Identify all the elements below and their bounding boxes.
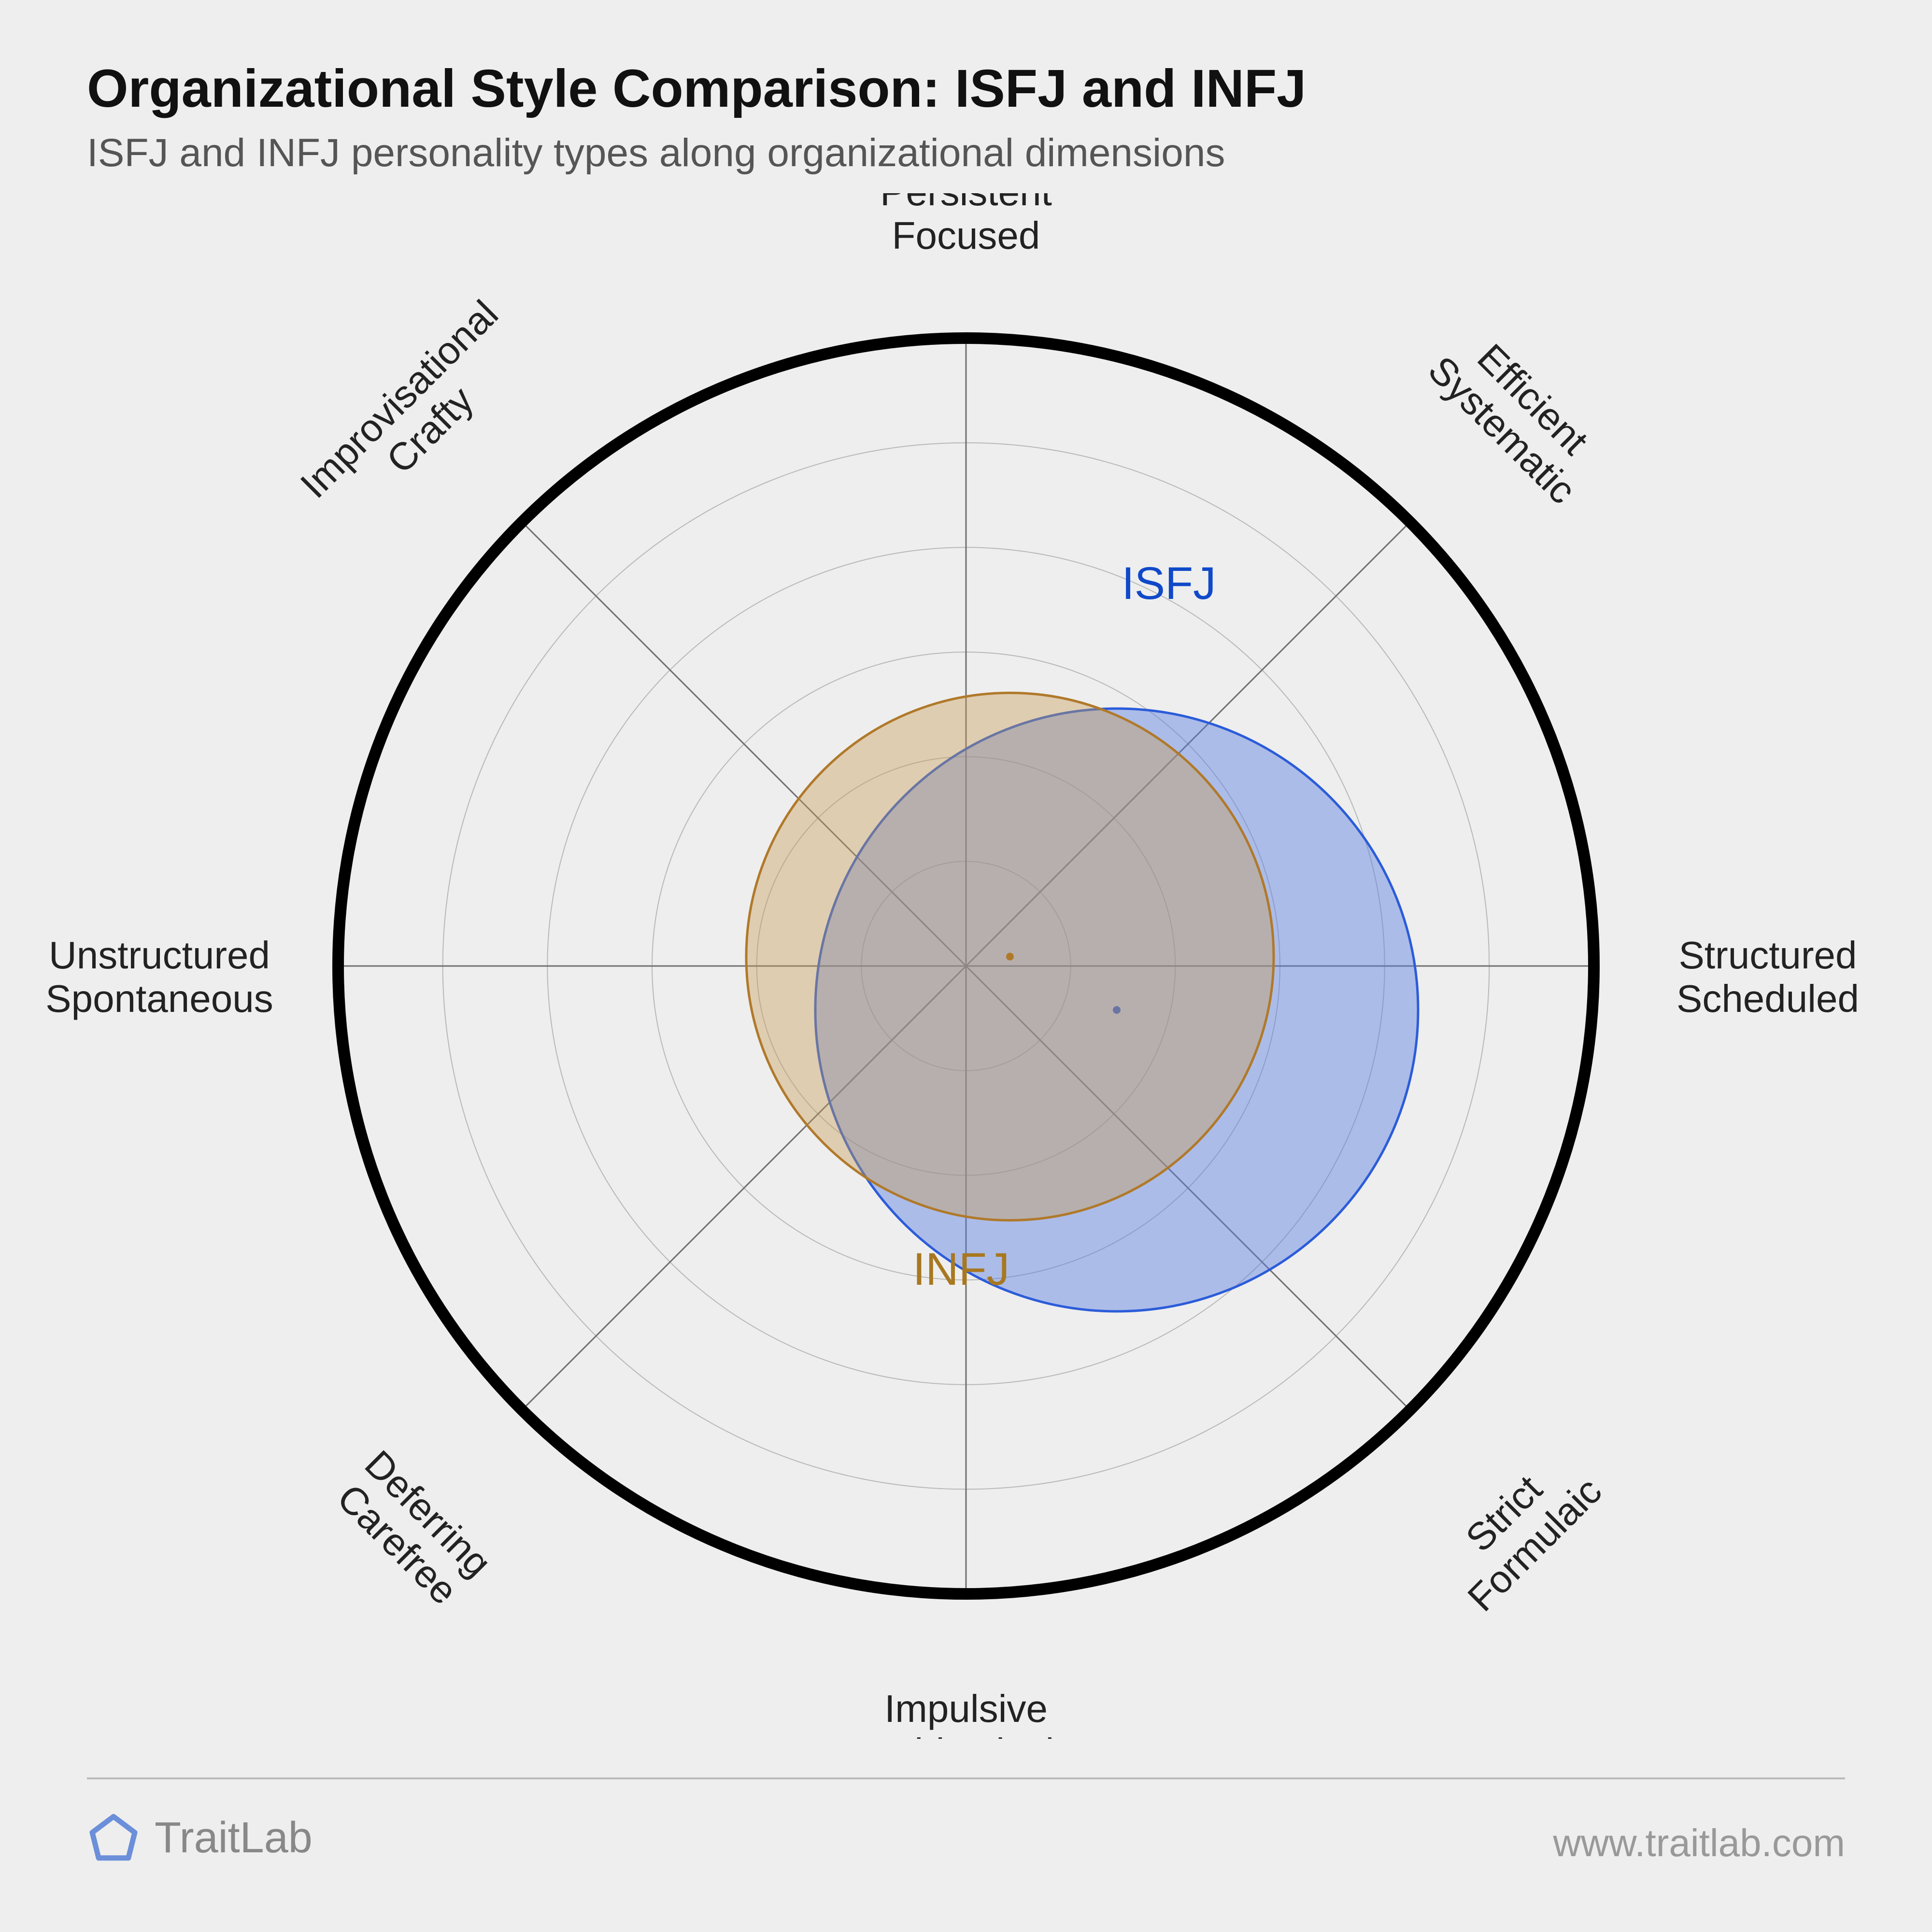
series-label-infj: INFJ: [913, 1244, 1010, 1295]
footer-url: www.traitlab.com: [1553, 1821, 1845, 1865]
axis-label-line2: Whimsical: [878, 1731, 1054, 1739]
axis-label-line1: Unstructured: [49, 934, 270, 977]
axis-label-group: StrictFormulaic: [1429, 1438, 1610, 1619]
axis-label-line2: Focused: [892, 214, 1040, 257]
chart-title: Organizational Style Comparison: ISFJ an…: [87, 58, 1306, 119]
series-center-infj: [1006, 953, 1014, 961]
axis-label-group: PersistentFocused: [880, 193, 1052, 257]
axis-label-line1: Structured: [1678, 934, 1857, 977]
brand-logo-icon: [87, 1811, 140, 1864]
footer-divider: [87, 1777, 1845, 1779]
axis-label-line1: Persistent: [880, 193, 1052, 213]
axis-label-line2: Spontaneous: [45, 977, 273, 1020]
axis-label-group: StructuredScheduled: [1676, 934, 1859, 1020]
axis-label-group: DeferringCarefree: [326, 1442, 499, 1616]
brand: TraitLab: [87, 1811, 313, 1864]
axis-label-line2: Scheduled: [1676, 977, 1859, 1020]
footer: TraitLab www.traitlab.com: [0, 1811, 1932, 1908]
series-label-isfj: ISFJ: [1122, 558, 1216, 609]
axis-label-group: ImpulsiveWhimsical: [878, 1687, 1054, 1739]
axis-label-group: UnstructuredSpontaneous: [45, 934, 273, 1020]
axis-label-group: EfficientSystematic: [1420, 317, 1615, 512]
axis-label-line1: Improvisational: [292, 292, 506, 506]
chart-subtitle: ISFJ and INFJ personality types along or…: [87, 130, 1225, 176]
radar-chart: ISFJ INFJ PersistentFocused EfficientSystem…: [0, 193, 1932, 1739]
brand-name: TraitLab: [155, 1813, 313, 1863]
axis-label-group: ImprovisationalCrafty: [292, 292, 537, 537]
axis-label-line1: Impulsive: [884, 1687, 1048, 1730]
